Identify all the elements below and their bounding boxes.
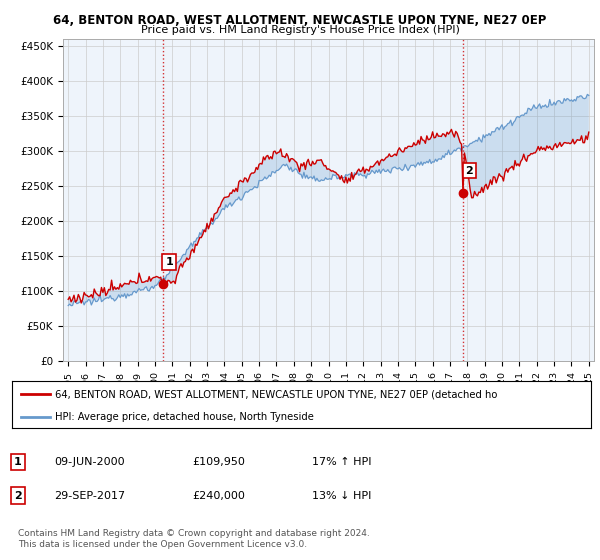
Text: HPI: Average price, detached house, North Tyneside: HPI: Average price, detached house, Nort… xyxy=(55,412,314,422)
Text: £109,950: £109,950 xyxy=(192,457,245,467)
Text: 2: 2 xyxy=(466,166,473,176)
Text: Contains HM Land Registry data © Crown copyright and database right 2024.
This d: Contains HM Land Registry data © Crown c… xyxy=(18,529,370,549)
Text: 64, BENTON ROAD, WEST ALLOTMENT, NEWCASTLE UPON TYNE, NE27 0EP (detached ho: 64, BENTON ROAD, WEST ALLOTMENT, NEWCAST… xyxy=(55,389,498,399)
Text: 17% ↑ HPI: 17% ↑ HPI xyxy=(312,457,371,467)
Text: Price paid vs. HM Land Registry's House Price Index (HPI): Price paid vs. HM Land Registry's House … xyxy=(140,25,460,35)
Text: 29-SEP-2017: 29-SEP-2017 xyxy=(54,491,125,501)
Text: 13% ↓ HPI: 13% ↓ HPI xyxy=(312,491,371,501)
Text: 1: 1 xyxy=(165,256,173,267)
Text: 64, BENTON ROAD, WEST ALLOTMENT, NEWCASTLE UPON TYNE, NE27 0EP: 64, BENTON ROAD, WEST ALLOTMENT, NEWCAST… xyxy=(53,14,547,27)
Text: 2: 2 xyxy=(14,491,22,501)
Text: £240,000: £240,000 xyxy=(192,491,245,501)
Text: 1: 1 xyxy=(14,457,22,467)
Text: 09-JUN-2000: 09-JUN-2000 xyxy=(54,457,125,467)
